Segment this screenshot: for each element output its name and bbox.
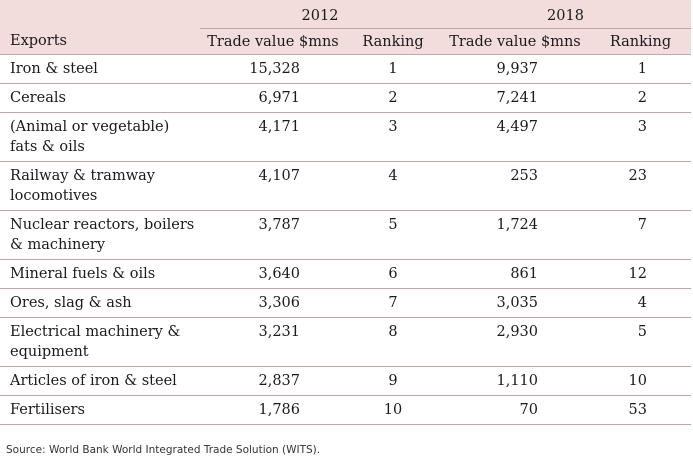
year-header-row: 2012 2018 [0,0,691,29]
table-row: Nuclear reactors, boilers & machinery 3,… [0,210,691,260]
trade-2018-cell: 2,930 [440,317,590,367]
trade-2012-cell: 3,231 [200,317,346,367]
column-header-row: Exports Trade value $mns Ranking Trade v… [0,28,691,55]
col-header-exports: Exports [0,28,200,55]
rank-2018-cell: 10 [590,366,691,396]
table-row: Railway & tramway locomotives 4,107 4 25… [0,161,691,211]
rank-2012-cell: 8 [346,317,440,367]
rank-2018-cell: 3 [590,112,691,162]
rank-2012-cell: 7 [346,288,440,318]
col-header-trade-2012: Trade value $mns [200,28,346,55]
export-name-cell: Mineral fuels & oils [0,259,200,289]
rank-2018-cell: 4 [590,288,691,318]
trade-2012-cell: 6,971 [200,83,346,113]
rank-2012-cell: 3 [346,112,440,162]
export-name-cell: (Animal or vegetable) fats & oils [0,112,200,162]
rank-2018-cell: 12 [590,259,691,289]
trade-2018-cell: 1,724 [440,210,590,260]
rank-2018-cell: 53 [590,395,691,425]
export-name-cell: Railway & tramway locomotives [0,161,200,211]
trade-2018-cell: 70 [440,395,590,425]
table-row: Electrical machinery & equipment 3,231 8… [0,317,691,367]
rank-2018-cell: 1 [590,54,691,84]
col-header-rank-2012: Ranking [346,28,440,55]
export-name-cell: Iron & steel [0,54,200,84]
header-blank-cell [0,0,200,29]
table-row: Ores, slag & ash 3,306 7 3,035 4 [0,288,691,318]
trade-2018-cell: 9,937 [440,54,590,84]
rank-2012-cell: 1 [346,54,440,84]
trade-2018-cell: 7,241 [440,83,590,113]
export-name-cell: Nuclear reactors, boilers & machinery [0,210,200,260]
rank-2018-cell: 5 [590,317,691,367]
rank-2012-cell: 6 [346,259,440,289]
year-2018-header: 2018 [440,0,691,29]
trade-2018-cell: 253 [440,161,590,211]
table-row: Cereals 6,971 2 7,241 2 [0,83,691,113]
rank-2018-cell: 2 [590,83,691,113]
trade-2012-cell: 4,107 [200,161,346,211]
source-note: Source: World Bank World Integrated Trad… [6,444,321,456]
export-name-cell: Articles of iron & steel [0,366,200,396]
rank-2012-cell: 10 [346,395,440,425]
exports-table-container: 2012 2018 Exports Trade value $mns Ranki… [0,0,691,425]
trade-2012-cell: 3,640 [200,259,346,289]
trade-2012-cell: 3,787 [200,210,346,260]
trade-2012-cell: 15,328 [200,54,346,84]
rank-2012-cell: 4 [346,161,440,211]
year-2012-header: 2012 [200,0,440,29]
col-header-trade-2018: Trade value $mns [440,28,590,55]
trade-2012-cell: 1,786 [200,395,346,425]
table-row: Iron & steel 15,328 1 9,937 1 [0,54,691,84]
col-header-rank-2018: Ranking [590,28,691,55]
rank-2012-cell: 9 [346,366,440,396]
export-name-cell: Ores, slag & ash [0,288,200,318]
table-row: Fertilisers 1,786 10 70 53 [0,395,691,425]
rank-2018-cell: 23 [590,161,691,211]
table-row: (Animal or vegetable) fats & oils 4,171 … [0,112,691,162]
trade-2018-cell: 861 [440,259,590,289]
rank-2018-cell: 7 [590,210,691,260]
export-name-cell: Electrical machinery & equipment [0,317,200,367]
trade-2018-cell: 4,497 [440,112,590,162]
trade-2012-cell: 3,306 [200,288,346,318]
trade-2012-cell: 2,837 [200,366,346,396]
trade-2018-cell: 1,110 [440,366,590,396]
export-name-cell: Fertilisers [0,395,200,425]
rank-2012-cell: 5 [346,210,440,260]
table-row: Mineral fuels & oils 3,640 6 861 12 [0,259,691,289]
rank-2012-cell: 2 [346,83,440,113]
export-name-cell: Cereals [0,83,200,113]
trade-2012-cell: 4,171 [200,112,346,162]
table-row: Articles of iron & steel 2,837 9 1,110 1… [0,366,691,396]
trade-2018-cell: 3,035 [440,288,590,318]
exports-table: 2012 2018 Exports Trade value $mns Ranki… [0,0,691,425]
